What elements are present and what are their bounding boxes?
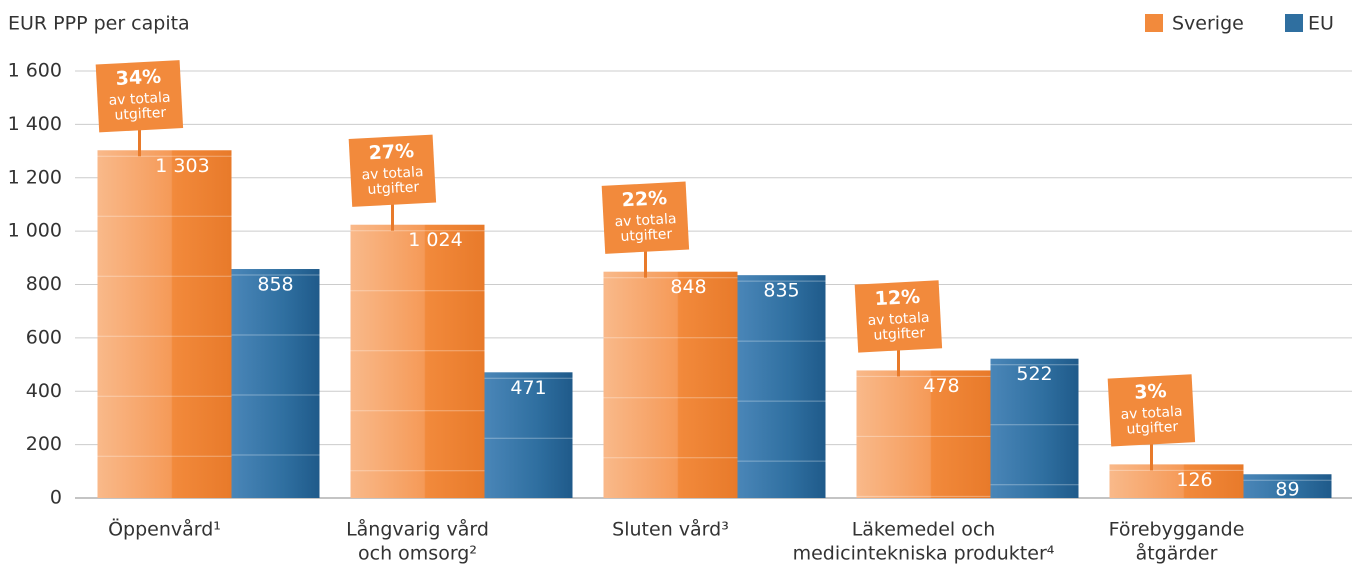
value-label: 89 [1275,479,1299,501]
y-tick-label: 600 [26,326,62,348]
bar [603,271,738,498]
x-tick-label: Läkemedel och [852,519,996,541]
bar [97,150,232,498]
y-tick-label: 400 [26,380,62,402]
value-label: 478 [923,375,959,397]
share-note: av totala [1120,404,1183,423]
value-label: 126 [1176,469,1212,491]
bar [856,370,991,498]
y-tick-label: 800 [26,273,62,295]
share-label: 3% [1134,380,1167,404]
value-label: 471 [510,377,546,399]
share-note: av totala [614,211,677,230]
bar [231,269,320,498]
tag-box [854,280,943,353]
tag-box [348,134,437,207]
x-tick-label: medicintekniska produkter⁴ [793,543,1055,565]
legend-label: EU [1308,13,1334,35]
share-note: av totala [361,164,424,183]
y-axis-label: EUR PPP per capita [8,13,190,35]
x-tick-label: Sluten vård³ [612,518,729,541]
x-tick-label: åtgärder [1136,542,1218,565]
value-label: 522 [1016,363,1052,385]
share-note: utgifter [873,325,926,344]
x-tick-label: Långvarig vård [346,518,489,541]
x-tick-label: Förebyggande [1109,519,1245,541]
bar [484,372,573,498]
y-tick-label: 200 [26,433,62,455]
share-label: 12% [874,286,921,310]
share-label: 27% [368,140,415,164]
share-label: 34% [115,66,162,90]
y-tick-label: 0 [50,487,62,509]
legend-swatch [1285,14,1303,32]
bar [1243,474,1332,498]
value-label: 1 303 [155,155,209,177]
legend-swatch [1145,14,1163,32]
bar [1109,464,1244,498]
y-tick-label: 1 200 [8,166,62,188]
share-note: utgifter [1126,419,1179,438]
y-tick-label: 1 000 [8,220,62,242]
share-note: utgifter [367,179,420,198]
value-label: 858 [257,274,293,296]
tag-box [95,60,184,133]
share-note: utgifter [620,226,673,245]
x-tick-label: Öppenvård¹ [108,518,221,541]
x-tick-label: och omsorg² [358,543,477,565]
value-label: 1 024 [408,229,462,251]
tag-box [601,181,690,254]
bar [350,224,485,498]
value-label: 835 [763,280,799,302]
y-tick-label: 1 400 [8,113,62,135]
value-label: 848 [670,276,706,298]
share-note: utgifter [114,105,167,124]
y-tick-label: 1 600 [8,60,62,82]
share-note: av totala [108,90,171,109]
bar [990,358,1079,498]
legend-label: Sverige [1172,13,1244,35]
tag-box [1107,374,1196,447]
share-label: 22% [621,187,668,211]
share-note: av totala [867,310,930,329]
bar [737,275,826,498]
